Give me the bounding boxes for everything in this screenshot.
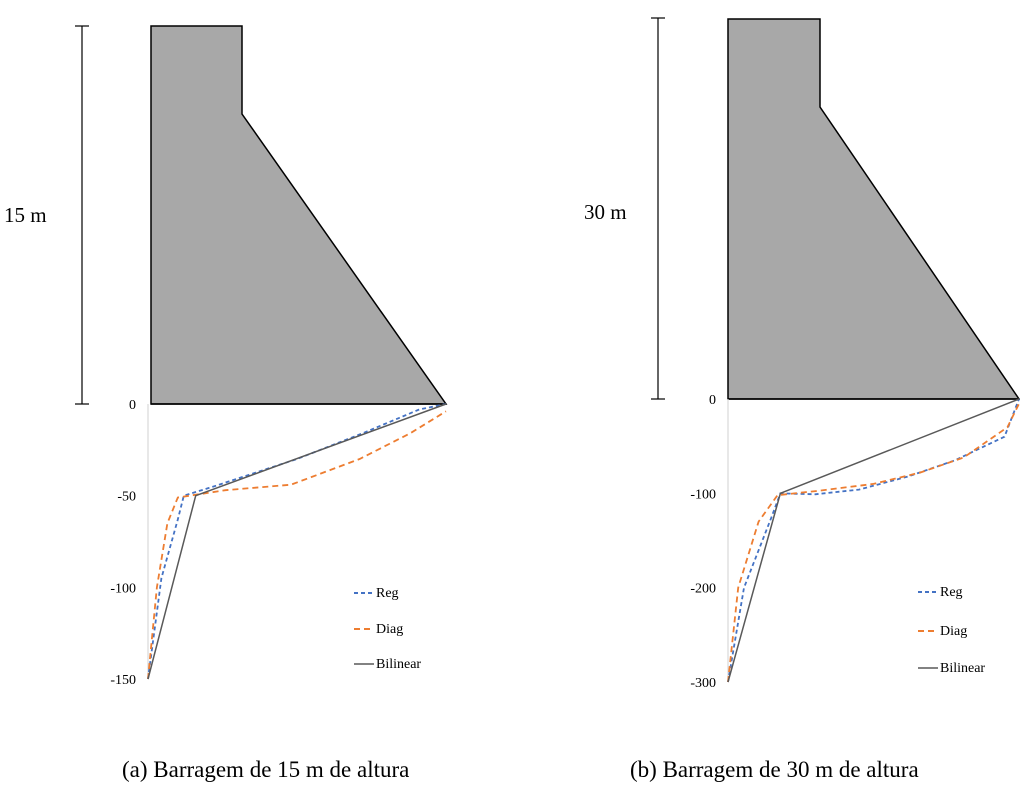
y-tick-label: -100 bbox=[110, 581, 136, 596]
legend-a-reg-label: Reg bbox=[376, 586, 399, 601]
series-line-diag bbox=[147, 410, 447, 680]
y-tick-label: -200 bbox=[690, 582, 716, 597]
dam-a bbox=[150, 25, 448, 405]
legend-b-bilinear-label: Bilinear bbox=[940, 661, 985, 676]
y-tick-label: -300 bbox=[690, 676, 716, 691]
y-tick-label: -150 bbox=[110, 673, 136, 688]
legend-b-reg-label: Reg bbox=[940, 585, 963, 600]
series-line-reg bbox=[727, 398, 1020, 683]
height-label-a: 15 m bbox=[4, 203, 47, 227]
caption-a: (a) Barragem de 15 m de altura bbox=[122, 757, 409, 782]
y-tick-label: 0 bbox=[129, 398, 136, 413]
series-a bbox=[147, 403, 447, 680]
legend-b-diag-label: Diag bbox=[940, 624, 967, 639]
legend-a-diag-label: Diag bbox=[376, 622, 403, 637]
caption-b: (b) Barragem de 30 m de altura bbox=[630, 757, 919, 782]
y-tick-label: -100 bbox=[690, 487, 716, 502]
series-line-reg bbox=[147, 403, 447, 680]
height-label-b: 30 m bbox=[584, 200, 627, 224]
y-tick-label: -50 bbox=[117, 490, 136, 505]
y-tick-label: 0 bbox=[709, 393, 716, 408]
panel-b: 30 m 0 -100 -200 -300 Reg Diag Bilinear (b)… bbox=[584, 17, 1020, 782]
dam-b bbox=[727, 18, 1020, 400]
panel-a: 15 m 0 -50 -100 -150 Reg Diag Bilinear (a) … bbox=[4, 25, 448, 782]
legend-a-bilinear-label: Bilinear bbox=[376, 657, 421, 672]
y-tick-labels-a: 0 -50 -100 -150 bbox=[110, 398, 136, 688]
series-line-bilinear bbox=[147, 403, 447, 680]
series-b bbox=[727, 398, 1020, 683]
legend-a: Reg Diag Bilinear bbox=[354, 586, 421, 672]
legend-b: Reg Diag Bilinear bbox=[918, 585, 985, 676]
series-line-bilinear bbox=[727, 398, 1020, 683]
y-tick-labels-b: 0 -100 -200 -300 bbox=[690, 393, 716, 691]
series-line-diag bbox=[727, 403, 1020, 683]
